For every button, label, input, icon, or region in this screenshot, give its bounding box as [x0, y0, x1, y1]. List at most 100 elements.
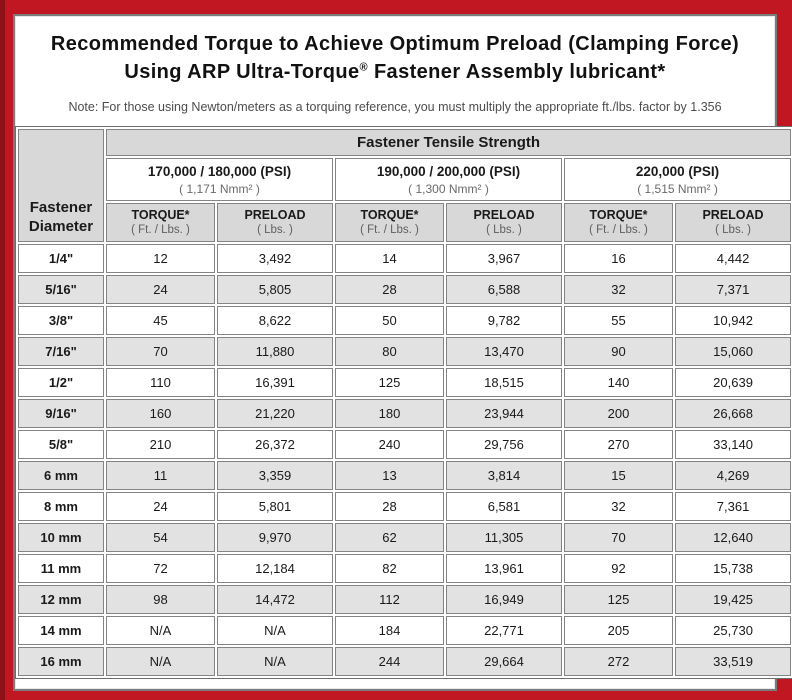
torque-value-cell: 24 — [106, 275, 215, 304]
torque-value-cell: 125 — [335, 368, 444, 397]
table-row: 11 mm 72 12,184 82 13,961 92 15,738 — [18, 554, 792, 583]
page-title: Recommended Torque to Achieve Optimum Pr… — [21, 30, 769, 86]
table-row: 12 mm 98 14,472 112 16,949 125 19,425 — [18, 585, 792, 614]
torque-value-cell: 13 — [335, 461, 444, 490]
preload-unit: ( Lbs. ) — [486, 224, 522, 236]
torque-value-cell: 112 — [335, 585, 444, 614]
torque-column-header: TORQUE* ( Ft. / Lbs. ) — [106, 203, 215, 242]
torque-value-cell: 240 — [335, 430, 444, 459]
table-row: 6 mm 11 3,359 13 3,814 15 4,269 — [18, 461, 792, 490]
torque-value-cell: N/A — [106, 647, 215, 676]
preload-value-cell: 7,371 — [675, 275, 792, 304]
torque-value-cell: 200 — [564, 399, 673, 428]
torque-value-cell: 28 — [335, 275, 444, 304]
torque-label: TORQUE* — [360, 208, 419, 222]
torque-value-cell: 45 — [106, 306, 215, 335]
torque-value-cell: 70 — [106, 337, 215, 366]
fastener-diameter-cell: 8 mm — [18, 492, 104, 521]
torque-value-cell: 55 — [564, 306, 673, 335]
fastener-diameter-cell: 3/8" — [18, 306, 104, 335]
torque-unit: ( Ft. / Lbs. ) — [360, 224, 419, 236]
title-line-2: Using ARP Ultra-Torque® Fastener Assembl… — [21, 58, 769, 86]
preload-unit: ( Lbs. ) — [257, 224, 293, 236]
title-line-2-text: Using ARP Ultra-Torque — [124, 61, 360, 83]
torque-value-cell: 62 — [335, 523, 444, 552]
torque-value-cell: 160 — [106, 399, 215, 428]
nmm-label: ( 1,515 Nmm² ) — [637, 182, 718, 196]
torque-value-cell: 82 — [335, 554, 444, 583]
preload-label: PRELOAD — [244, 208, 306, 222]
fastener-diameter-cell: 5/16" — [18, 275, 104, 304]
fastener-diameter-cell: 6 mm — [18, 461, 104, 490]
preload-value-cell: 3,814 — [446, 461, 562, 490]
preload-column-header: PRELOAD ( Lbs. ) — [217, 203, 333, 242]
preload-value-cell: 26,372 — [217, 430, 333, 459]
torque-value-cell: 54 — [106, 523, 215, 552]
torque-label: TORQUE* — [589, 208, 648, 222]
table-row: 1/2" 110 16,391 125 18,515 140 20,639 — [18, 368, 792, 397]
preload-value-cell: N/A — [217, 647, 333, 676]
nmm-label: ( 1,171 Nmm² ) — [179, 182, 260, 196]
torque-value-cell: 11 — [106, 461, 215, 490]
torque-value-cell: 184 — [335, 616, 444, 645]
torque-value-cell: 14 — [335, 244, 444, 273]
table-row: 14 mm N/A N/A 184 22,771 205 25,730 — [18, 616, 792, 645]
preload-value-cell: 26,668 — [675, 399, 792, 428]
torque-value-cell: 205 — [564, 616, 673, 645]
torque-preload-header-row: TORQUE* ( Ft. / Lbs. ) PRELOAD ( Lbs. ) … — [18, 203, 792, 242]
table-row: 10 mm 54 9,970 62 11,305 70 12,640 — [18, 523, 792, 552]
torque-value-cell: 210 — [106, 430, 215, 459]
psi-label: 190,000 / 200,000 (PSI) — [376, 164, 521, 179]
preload-value-cell: 29,756 — [446, 430, 562, 459]
preload-value-cell: N/A — [217, 616, 333, 645]
torque-value-cell: 125 — [564, 585, 673, 614]
strength-group-220: 220,000 (PSI) ( 1,515 Nmm² ) — [564, 158, 792, 201]
torque-value-cell: 50 — [335, 306, 444, 335]
preload-label: PRELOAD — [473, 208, 535, 222]
torque-label: TORQUE* — [131, 208, 190, 222]
fastener-diameter-cell: 14 mm — [18, 616, 104, 645]
torque-value-cell: 244 — [335, 647, 444, 676]
torque-value-cell: 16 — [564, 244, 673, 273]
preload-value-cell: 7,361 — [675, 492, 792, 521]
preload-value-cell: 9,970 — [217, 523, 333, 552]
preload-value-cell: 13,961 — [446, 554, 562, 583]
preload-value-cell: 6,588 — [446, 275, 562, 304]
preload-label: PRELOAD — [702, 208, 764, 222]
preload-value-cell: 13,470 — [446, 337, 562, 366]
tensile-strength-header-row: Fastener Diameter Fastener Tensile Stren… — [18, 129, 792, 242]
torque-value-cell: 24 — [106, 492, 215, 521]
fastener-diameter-cell: 11 mm — [18, 554, 104, 583]
table-row: 9/16" 160 21,220 180 23,944 200 26,668 — [18, 399, 792, 428]
torque-value-cell: 28 — [335, 492, 444, 521]
registered-trademark-symbol: ® — [359, 61, 368, 74]
preload-value-cell: 12,640 — [675, 523, 792, 552]
preload-value-cell: 15,060 — [675, 337, 792, 366]
table-row: 8 mm 24 5,801 28 6,581 32 7,361 — [18, 492, 792, 521]
psi-header-row: 170,000 / 180,000 (PSI) ( 1,171 Nmm² ) 1… — [18, 158, 792, 201]
table-row: 7/16" 70 11,880 80 13,470 90 15,060 — [18, 337, 792, 366]
torque-value-cell: N/A — [106, 616, 215, 645]
preload-value-cell: 3,359 — [217, 461, 333, 490]
torque-value-cell: 92 — [564, 554, 673, 583]
fastener-diameter-cell: 10 mm — [18, 523, 104, 552]
fastener-diameter-cell: 9/16" — [18, 399, 104, 428]
corner-label-line-1: Fastener — [29, 199, 93, 216]
psi-label: 170,000 / 180,000 (PSI) — [147, 164, 292, 179]
preload-value-cell: 16,391 — [217, 368, 333, 397]
fastener-diameter-cell: 5/8" — [18, 430, 104, 459]
preload-value-cell: 11,880 — [217, 337, 333, 366]
torque-value-cell: 272 — [564, 647, 673, 676]
preload-value-cell: 8,622 — [217, 306, 333, 335]
torque-unit: ( Ft. / Lbs. ) — [589, 224, 648, 236]
frame-dark-edge — [0, 0, 5, 700]
preload-value-cell: 3,492 — [217, 244, 333, 273]
preload-column-header: PRELOAD ( Lbs. ) — [446, 203, 562, 242]
nmm-label: ( 1,300 Nmm² ) — [408, 182, 489, 196]
preload-value-cell: 18,515 — [446, 368, 562, 397]
preload-value-cell: 4,442 — [675, 244, 792, 273]
preload-value-cell: 20,639 — [675, 368, 792, 397]
corner-label-line-2: Diameter — [28, 218, 94, 235]
torque-value-cell: 98 — [106, 585, 215, 614]
preload-value-cell: 22,771 — [446, 616, 562, 645]
